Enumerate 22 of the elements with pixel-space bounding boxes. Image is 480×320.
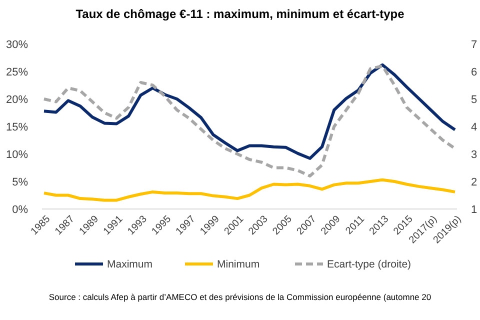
y2-tick-label: 2 <box>471 176 478 188</box>
line-series <box>42 64 456 178</box>
y2-tick-label: 3 <box>471 148 478 161</box>
y2-tick-label: 1 <box>471 204 478 216</box>
y-tick-label: 5% <box>12 176 28 188</box>
y2-tick-label: 4 <box>471 121 478 134</box>
legend-label: Ecart-type (droite) <box>327 258 412 271</box>
source-note: Source : calculs Afep à partir d’AMECO et des prévisions de la Commission européenne (automne 20 <box>48 292 432 302</box>
y2-tick-label: 5 <box>471 94 478 106</box>
chart-title: Taux de chômage €-11 : maximum, minimum et écart-type <box>76 7 405 21</box>
y-tick-label: 25% <box>6 66 28 78</box>
legend-label: Maximum <box>107 258 153 271</box>
y-tick-label: 0% <box>12 204 28 216</box>
y-tick-label: 30% <box>6 38 28 51</box>
y2-tick-label: 6 <box>471 66 478 78</box>
legend-label: Minimum <box>217 258 260 271</box>
y-tick-label: 10% <box>6 148 28 161</box>
line-series <box>42 63 456 160</box>
line-series <box>42 178 456 202</box>
y2-tick-label: 7 <box>471 38 478 51</box>
y-tick-label: 20% <box>6 94 28 106</box>
y-tick-label: 15% <box>6 121 28 134</box>
